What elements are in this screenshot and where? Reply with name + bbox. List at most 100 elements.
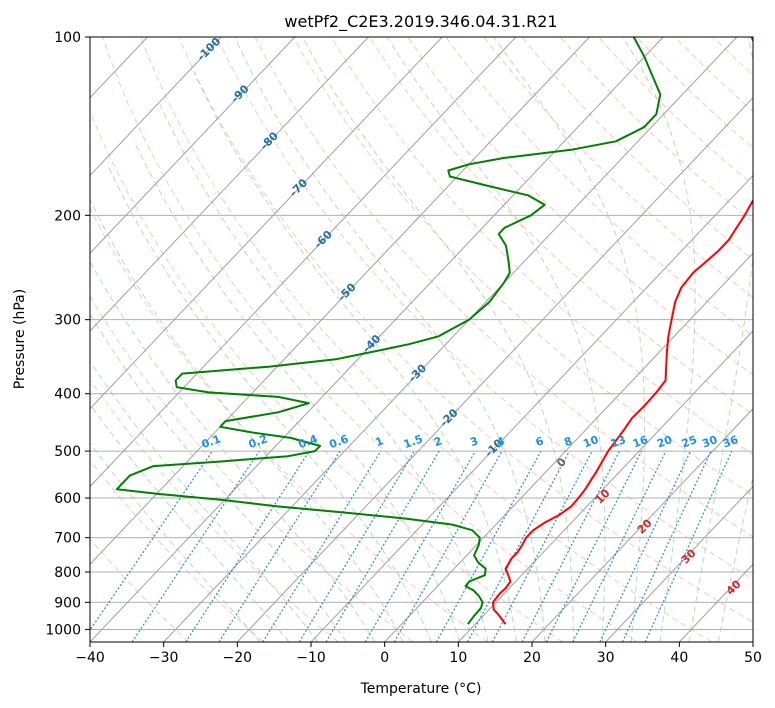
x-tick-label: 20 <box>523 650 541 666</box>
mixing-ratio-label: 30 <box>700 433 719 451</box>
x-tick-label: 30 <box>597 650 615 666</box>
dry-adiabat <box>140 37 712 642</box>
mixing-ratio-label: 1 <box>374 434 386 449</box>
mixing-ratio-label: 0.2 <box>247 432 270 451</box>
dry-adiabat <box>90 538 190 642</box>
dry-adiabat <box>292 37 753 496</box>
mixing-ratio-line <box>185 450 310 642</box>
y-tick-label: 300 <box>54 313 81 329</box>
mixing-ratio-label: 2 <box>432 434 444 449</box>
isotherm-line <box>457 330 753 642</box>
y-axis-label: Pressure (hPa) <box>12 289 28 389</box>
mixing-ratio-label: 16 <box>631 433 650 451</box>
moist-adiabat <box>622 37 696 642</box>
dry-adiabat <box>407 37 753 376</box>
isotherm-line <box>90 37 443 410</box>
y-tick-label: 800 <box>54 565 81 581</box>
mixing-ratio-label: 1.5 <box>402 432 425 451</box>
isotherm-line <box>90 37 296 254</box>
moist-adiabat <box>493 37 646 642</box>
mixing-ratio-line <box>644 450 733 642</box>
x-tick-label: 10 <box>449 650 467 666</box>
x-tick-label: −10 <box>296 650 326 666</box>
mixing-ratio-label: 8 <box>562 434 574 449</box>
mixing-ratio-label: 4 <box>495 434 507 449</box>
mixing-ratio-line <box>262 450 382 642</box>
mixing-ratio-line <box>435 450 542 642</box>
mixing-ratio-label: 13 <box>609 433 628 450</box>
isotherm-line <box>531 408 753 642</box>
dry-adiabat <box>369 37 753 415</box>
moist-adiabat <box>159 104 489 642</box>
moist-adiabat <box>386 37 606 642</box>
dry-adiabat <box>90 206 488 642</box>
plot-frame <box>89 36 754 643</box>
mixing-ratio-label: 0.4 <box>297 432 320 451</box>
mixing-ratio-label: 36 <box>721 433 740 451</box>
moist-adiabat <box>90 360 319 642</box>
background-lines <box>90 37 753 642</box>
moist-adiabat <box>90 442 261 642</box>
moist-adiabat <box>90 198 404 642</box>
mixing-ratio-line <box>218 450 341 642</box>
isotherm-line <box>90 37 222 177</box>
y-tick-label: 200 <box>54 208 81 224</box>
dry-adiabat <box>90 459 264 642</box>
moist-adiabat <box>194 72 517 642</box>
mixing-ratio-line <box>393 450 503 642</box>
dry-adiabat <box>101 37 638 642</box>
moist-adiabat <box>688 37 753 642</box>
dry-adiabat <box>90 109 563 642</box>
isotherm-line <box>236 96 753 642</box>
y-tick-label: 500 <box>54 444 81 460</box>
isotherm-line <box>90 37 664 642</box>
y-tick-label: 100 <box>54 30 81 46</box>
y-tick-label: 700 <box>54 531 81 547</box>
y-tick-label: 400 <box>54 387 81 403</box>
mixing-ratio-label: 20 <box>655 433 674 451</box>
dry-adiabat <box>178 37 753 623</box>
x-tick-label: 40 <box>670 650 688 666</box>
mixing-ratio-line <box>90 450 213 632</box>
isotherm-line <box>310 174 753 642</box>
moist-adiabat <box>133 141 461 642</box>
x-tick-label: −20 <box>223 650 253 666</box>
moist-adiabat <box>90 313 347 642</box>
isotherm-line <box>605 485 753 642</box>
isotherm-line <box>90 37 517 488</box>
x-tick-label: 0 <box>380 650 389 666</box>
sounding-lines <box>115 37 753 625</box>
dry-adiabat <box>216 37 753 580</box>
dewpoint-profile <box>115 37 662 625</box>
mixing-ratio-line <box>545 450 643 642</box>
x-tick-label: −40 <box>75 650 105 666</box>
mixing-ratio-label: 6 <box>534 434 546 449</box>
mixing-ratio-line <box>325 450 440 642</box>
x-axis-label: Temperature (°C) <box>360 681 482 697</box>
y-tick-label: 900 <box>54 595 81 611</box>
mixing-ratio-line <box>364 450 476 642</box>
mixing-ratio-label: 0.1 <box>200 432 223 451</box>
temperature-profile <box>492 37 753 625</box>
moist-adiabat <box>717 475 753 642</box>
moist-adiabat <box>302 37 575 642</box>
mixing-ratio-label: 0.6 <box>327 432 350 451</box>
mixing-ratio-line <box>298 450 415 642</box>
mixing-ratio-label: 10 <box>581 433 600 451</box>
axis-ticks: −40 −30 −20 −10 0 10 20 30 40 5010020030040050060… <box>45 30 762 666</box>
y-tick-label: 1000 <box>45 622 81 638</box>
moist-adiabat <box>107 165 432 642</box>
isotherm-line <box>90 37 590 565</box>
chart-title: wetPf2_C2E3.2019.346.04.31.R21 <box>284 12 557 32</box>
dry-adiabat <box>330 37 753 456</box>
mixing-ratio-label: 25 <box>680 433 699 450</box>
mixing-ratio-line <box>466 450 570 642</box>
isotherm-line <box>163 37 738 642</box>
mixing-ratio-label: 3 <box>468 434 480 449</box>
x-tick-label: −30 <box>149 650 179 666</box>
moist-adiabat <box>234 37 546 642</box>
mixing-ratio-line <box>599 450 692 642</box>
isotherm-line <box>90 37 369 332</box>
